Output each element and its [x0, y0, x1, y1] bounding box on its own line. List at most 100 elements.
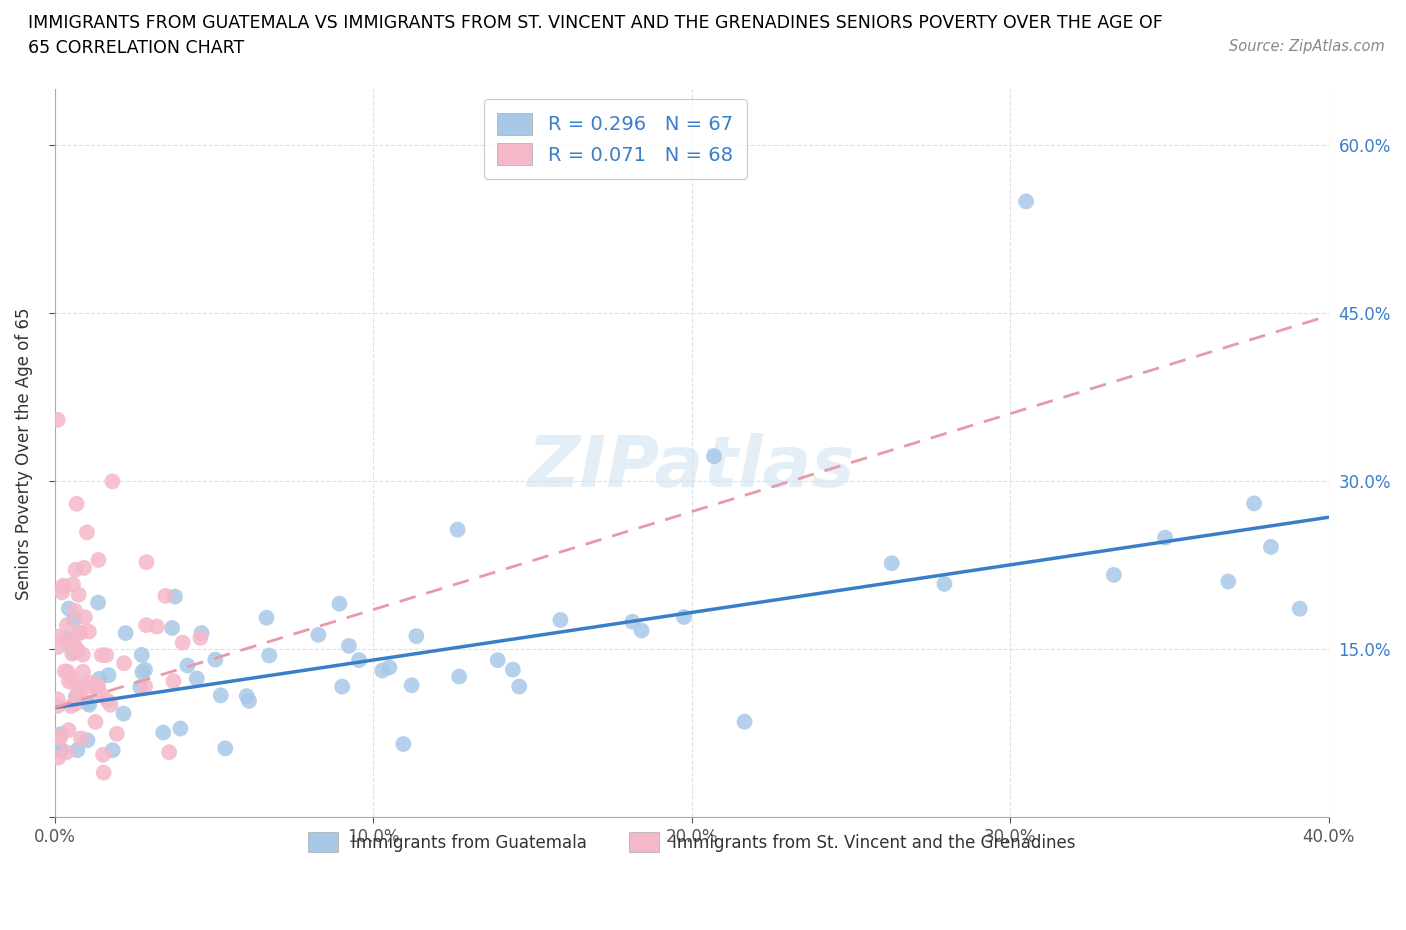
Point	[734, 714, 756, 729]
Point	[89, 686, 111, 701]
Point	[146, 619, 169, 634]
Point	[73, 610, 96, 625]
Point	[46, 640, 69, 655]
Point	[70, 690, 93, 705]
Point	[97, 693, 120, 708]
Point	[87, 595, 110, 610]
Point	[447, 523, 470, 538]
Point	[56, 618, 79, 632]
Point	[1102, 567, 1125, 582]
Point	[77, 624, 100, 639]
Point	[49, 743, 72, 758]
Point	[135, 554, 157, 569]
Point	[59, 632, 82, 647]
Point	[550, 613, 572, 628]
Point	[72, 664, 94, 679]
Point	[46, 751, 69, 765]
Point	[65, 689, 87, 704]
Point	[330, 679, 353, 694]
Point	[52, 579, 75, 594]
Point	[256, 610, 278, 625]
Point	[72, 647, 94, 662]
Point	[371, 663, 394, 678]
Point	[190, 626, 212, 641]
Point	[51, 585, 73, 600]
Point	[76, 733, 98, 748]
Point	[630, 623, 652, 638]
Point	[134, 679, 156, 694]
Point	[508, 679, 530, 694]
Point	[79, 675, 101, 690]
Point	[90, 647, 112, 662]
Point	[112, 706, 135, 721]
Point	[621, 615, 644, 630]
Point	[58, 723, 80, 737]
Point	[66, 681, 89, 696]
Point	[169, 721, 191, 736]
Point	[62, 645, 84, 660]
Point	[60, 671, 83, 685]
Point	[176, 658, 198, 673]
Point	[307, 628, 329, 643]
Point	[58, 601, 80, 616]
Point	[46, 412, 69, 427]
Point	[112, 656, 135, 671]
Point	[69, 625, 91, 640]
Text: IMMIGRANTS FROM GUATEMALA VS IMMIGRANTS FROM ST. VINCENT AND THE GRENADINES SENI: IMMIGRANTS FROM GUATEMALA VS IMMIGRANTS …	[28, 14, 1163, 32]
Point	[66, 644, 89, 658]
Text: ZIPatlas: ZIPatlas	[529, 433, 855, 502]
Point	[1154, 530, 1177, 545]
Legend: Immigrants from Guatemala, Immigrants from St. Vincent and the Grenadines: Immigrants from Guatemala, Immigrants fr…	[299, 824, 1084, 860]
Point	[82, 680, 104, 695]
Point	[129, 680, 152, 695]
Point	[101, 743, 124, 758]
Point	[502, 662, 524, 677]
Point	[89, 671, 111, 686]
Point	[160, 620, 183, 635]
Point	[46, 630, 69, 644]
Point	[46, 729, 69, 744]
Y-axis label: Seniors Poverty Over the Age of 65: Seniors Poverty Over the Age of 65	[15, 307, 32, 600]
Point	[62, 577, 84, 591]
Point	[87, 679, 110, 694]
Point	[378, 660, 401, 675]
Point	[672, 609, 695, 624]
Point	[77, 698, 100, 712]
Point	[53, 631, 76, 646]
Point	[96, 647, 118, 662]
Point	[49, 726, 72, 741]
Point	[1260, 539, 1282, 554]
Point	[155, 589, 177, 604]
Point	[86, 679, 108, 694]
Point	[449, 669, 471, 684]
Point	[131, 665, 153, 680]
Point	[172, 635, 194, 650]
Point	[55, 745, 77, 760]
Point	[60, 635, 83, 650]
Point	[100, 698, 122, 712]
Point	[66, 743, 89, 758]
Point	[52, 578, 75, 593]
Point	[337, 638, 360, 653]
Point	[63, 604, 86, 618]
Point	[135, 618, 157, 632]
Point	[59, 638, 82, 653]
Point	[70, 731, 93, 746]
Point	[1015, 194, 1038, 209]
Point	[486, 653, 509, 668]
Point	[235, 688, 257, 703]
Point	[91, 748, 114, 763]
Point	[1243, 496, 1265, 511]
Point	[49, 731, 72, 746]
Point	[76, 696, 98, 711]
Point	[405, 629, 427, 644]
Point	[401, 678, 423, 693]
Point	[46, 692, 69, 707]
Point	[204, 652, 226, 667]
Text: 65 CORRELATION CHART: 65 CORRELATION CHART	[28, 39, 245, 57]
Point	[67, 587, 90, 602]
Point	[209, 688, 232, 703]
Point	[347, 653, 370, 668]
Point	[67, 625, 90, 640]
Point	[186, 671, 208, 685]
